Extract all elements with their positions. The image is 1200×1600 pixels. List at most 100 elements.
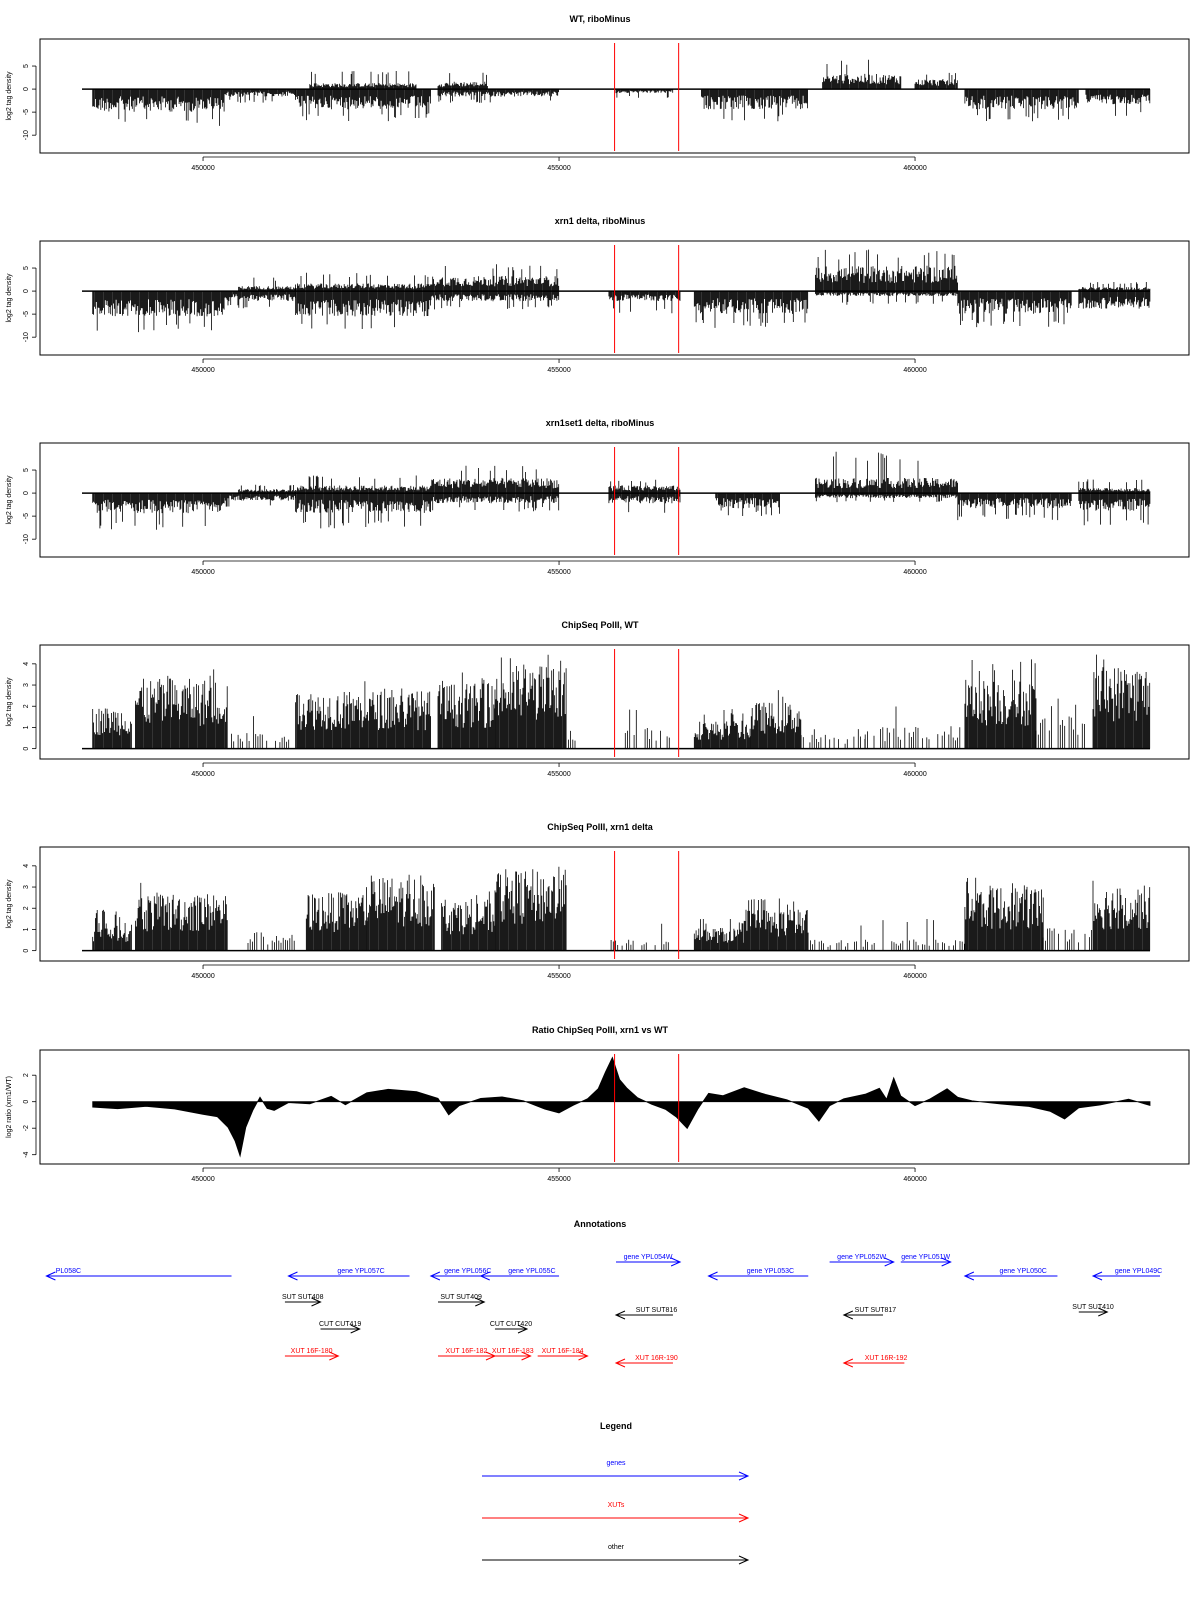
y-tick-label: 3 — [23, 885, 30, 889]
feature-label: gene YPL057C — [337, 1268, 384, 1275]
data-bars — [366, 874, 435, 951]
arrow-head-icon — [479, 1271, 490, 1281]
y-tick-label: -4 — [23, 1151, 30, 1157]
arrow-head-icon — [45, 1271, 56, 1281]
arrow-head-icon — [670, 1257, 682, 1267]
panel-2: xrn1 delta, riboMinus log2 tag density 5 0 -… — [6, 216, 1190, 374]
legend-label: XUTs — [608, 1502, 625, 1509]
data-bars — [295, 89, 431, 122]
x-tick-label: 460000 — [903, 165, 926, 172]
data-bars — [1078, 282, 1151, 292]
annotation-feature[interactable]: XUT 16R-192 — [842, 1355, 908, 1368]
y-tick-label: 0 — [23, 87, 30, 91]
plot-frame — [39, 38, 1190, 154]
data-bars — [822, 59, 902, 90]
data-bars — [568, 730, 576, 749]
feature-label: gene YPL053C — [747, 1268, 794, 1275]
x-tick-label: 455000 — [547, 771, 570, 778]
data-bars — [701, 89, 808, 122]
arrow-head-icon — [707, 1271, 718, 1281]
data-bars — [238, 484, 296, 494]
annotation-feature[interactable]: SUT SUT409 — [438, 1294, 486, 1307]
data-bars — [437, 672, 496, 749]
annotation-feature[interactable]: gene YPL051W — [900, 1254, 952, 1267]
data-bars — [224, 493, 296, 507]
data-bars — [715, 493, 780, 516]
annotation-feature[interactable]: gene YPL049C — [1091, 1268, 1162, 1281]
feature-label: SUT SUT410 — [1072, 1304, 1114, 1311]
annotation-feature[interactable]: CUT CUT419 — [319, 1321, 361, 1334]
y-tick-label: 0 — [23, 289, 30, 293]
legend-label: genes — [606, 1460, 626, 1467]
data-bars — [964, 877, 1044, 951]
data-bars — [92, 909, 132, 951]
arrow-head-icon — [475, 1297, 486, 1307]
feature-label: gene YPL052W — [837, 1254, 886, 1261]
data-bars — [494, 866, 567, 951]
y-tick-label: -5 — [23, 513, 30, 519]
annotation-feature[interactable]: SUT SUT410 — [1072, 1304, 1114, 1317]
annotation-feature[interactable]: gene YPL053C — [707, 1268, 809, 1281]
data-bars — [247, 932, 295, 951]
annotation-feature[interactable]: XUT 16R-190 — [614, 1355, 678, 1368]
arrow-head-icon — [329, 1351, 340, 1361]
arrow-head-icon — [738, 1555, 750, 1565]
data-bars — [608, 479, 681, 494]
data-bars — [295, 272, 431, 292]
data-bars — [957, 493, 1072, 521]
annotation-feature[interactable]: XUT 16F-182 — [438, 1348, 497, 1361]
annotation-feature[interactable]: XUT 16F-180 — [284, 1348, 340, 1361]
data-bars — [238, 277, 296, 292]
data-bars — [494, 654, 567, 749]
annotation-feature[interactable]: gene YPL054W — [616, 1254, 682, 1267]
y-axis-label: log2 tag density — [6, 71, 13, 121]
annotation-feature[interactable]: gene YPL056C — [429, 1268, 492, 1281]
data-bars — [815, 291, 958, 305]
data-bars — [615, 89, 674, 98]
data-bars — [1085, 89, 1151, 116]
feature-label: SUT SUT816 — [636, 1307, 678, 1314]
arrow-head-icon — [614, 1358, 626, 1368]
data-bars — [624, 709, 670, 749]
annotation-feature[interactable]: SUT SUT816 — [614, 1307, 678, 1320]
x-tick-label: 460000 — [903, 367, 926, 374]
y-tick-label: 5 — [23, 468, 30, 472]
annotation-feature[interactable]: XUT 16F-183 — [492, 1348, 534, 1361]
annotation-feature[interactable]: SUT SUT817 — [842, 1307, 896, 1320]
x-tick-label: 450000 — [191, 1176, 214, 1183]
annotation-feature[interactable]: gene YPL055C — [479, 1268, 560, 1281]
data-bars — [437, 89, 559, 103]
feature-label: PL058C — [56, 1268, 81, 1275]
panel-title: WT, riboMinus — [570, 14, 631, 24]
y-axis-label: log2 tag density — [6, 879, 13, 929]
ratio-area — [92, 1056, 1151, 1158]
arrow-head-icon — [738, 1513, 750, 1523]
plot-frame — [39, 240, 1190, 356]
panel-title: ChipSeq PolII, xrn1 delta — [547, 822, 654, 832]
annotation-feature[interactable]: SUT SUT408 — [282, 1294, 324, 1307]
data-bars — [864, 706, 961, 749]
arrow-head-icon — [738, 1471, 750, 1481]
legend: Legend genes XUTs other — [482, 1421, 750, 1565]
annotation-feature[interactable]: XUT 16F-184 — [537, 1348, 589, 1361]
data-bars — [92, 89, 225, 126]
panel-title: xrn1 delta, riboMinus — [555, 216, 646, 226]
plot-frame — [39, 644, 1190, 760]
data-bars — [430, 465, 560, 494]
annotation-feature[interactable]: gene YPL052W — [829, 1254, 895, 1267]
data-bars — [693, 709, 752, 749]
arrow-head-icon — [521, 1351, 532, 1361]
data-bars — [815, 249, 958, 292]
x-tick-label: 455000 — [547, 973, 570, 980]
feature-label: gene YPL054W — [624, 1254, 673, 1261]
annotation-feature[interactable]: gene YPL050C — [963, 1268, 1058, 1281]
data-bars — [1092, 880, 1151, 951]
x-tick-label: 460000 — [903, 1176, 926, 1183]
annotation-feature[interactable]: gene YPL057C — [287, 1268, 410, 1281]
panel-title: Ratio ChipSeq PolII, xrn1 vs WT — [532, 1025, 669, 1035]
annotation-feature[interactable]: PL058C — [45, 1268, 232, 1281]
arrow-head-icon — [842, 1310, 854, 1320]
data-bars — [914, 72, 958, 90]
annotation-feature[interactable]: CUT CUT420 — [490, 1321, 532, 1334]
data-bars — [224, 291, 296, 309]
